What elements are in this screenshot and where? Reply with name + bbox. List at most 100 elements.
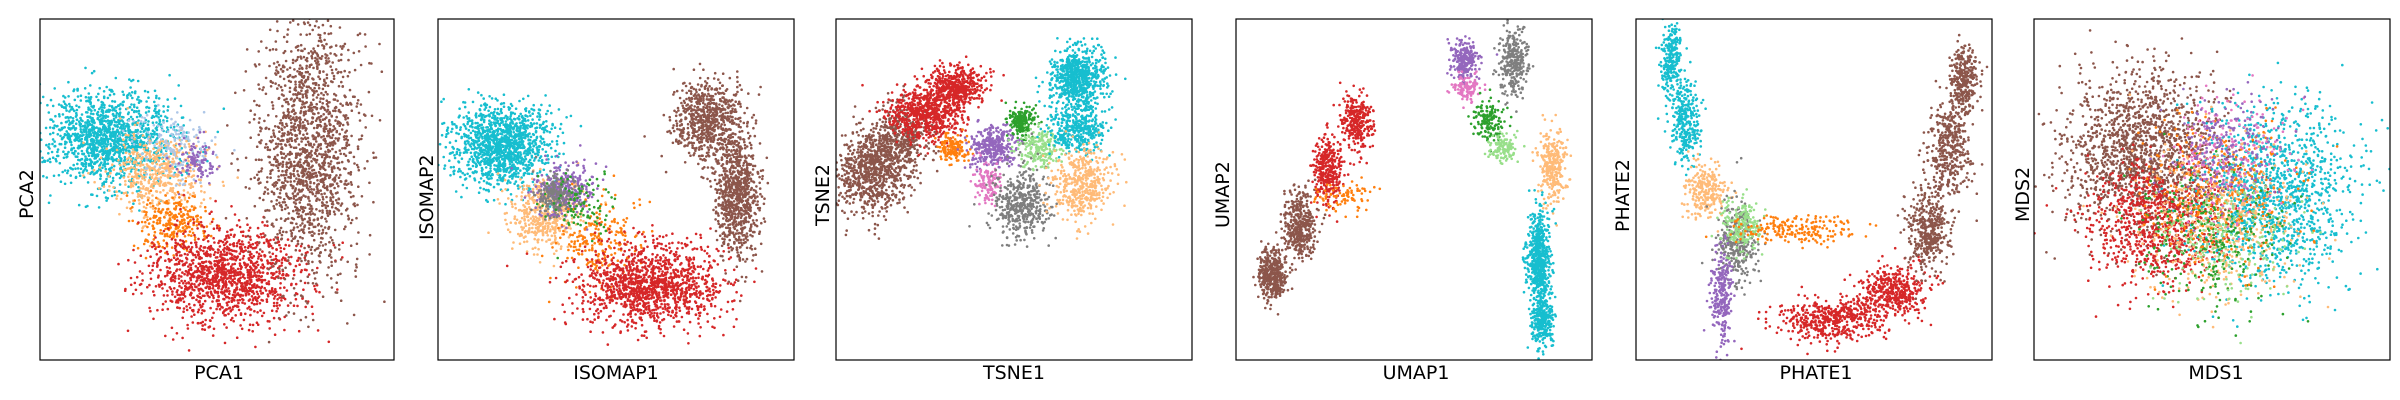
data-point [70,105,74,109]
data-point [77,158,80,162]
data-point [146,130,150,134]
data-point [232,267,235,270]
data-point [282,273,285,277]
data-point [230,162,233,165]
data-point [63,153,67,156]
data-point [303,136,307,139]
data-point [171,290,174,293]
data-point [132,202,135,205]
data-point [350,109,354,112]
data-point [49,132,52,136]
data-point [315,271,319,274]
data-point [244,186,248,189]
data-point [187,245,190,249]
data-point [258,140,261,144]
data-point [177,201,181,205]
data-point [300,140,303,143]
data-point [307,1,310,4]
data-point [251,289,255,293]
data-point [207,234,210,237]
data-point [242,89,246,92]
data-point [182,206,186,210]
data-point [169,174,173,178]
data-point [290,234,294,238]
data-point [148,244,152,248]
data-point [138,134,142,138]
data-point [238,298,241,302]
data-point [183,290,186,293]
data-point [346,116,350,120]
data-point [310,222,314,225]
data-point [315,140,318,143]
data-point [203,299,207,303]
data-point [193,238,197,242]
data-point [318,70,322,73]
data-point [42,159,46,162]
data-point [97,139,101,142]
data-point [318,198,321,202]
data-point [253,176,256,179]
data-point [200,260,204,264]
data-point [176,242,180,245]
data-point [242,273,245,277]
data-point [203,271,206,275]
data-point [233,249,236,253]
data-point [87,154,91,157]
data-point [189,148,192,151]
data-point [120,139,123,143]
data-point [270,258,274,262]
data-point [170,326,174,330]
data-point [135,173,138,177]
data-point [272,238,276,241]
data-point [271,183,275,186]
data-point [140,115,144,119]
data-point [76,132,80,136]
data-point [268,327,272,330]
data-point [116,138,119,142]
data-point [128,200,131,204]
data-point [248,226,252,230]
data-point [220,288,223,291]
data-point [236,176,239,179]
data-point [289,21,292,24]
data-point [136,136,140,139]
data-point [266,176,269,179]
data-point [104,137,107,141]
data-point [291,58,295,62]
data-point [244,235,248,238]
data-point [125,149,128,152]
data-point [326,129,330,133]
data-point [204,209,207,213]
data-point [169,170,173,173]
data-point [181,166,184,170]
data-point [159,249,163,253]
data-point [301,121,305,124]
data-point [102,183,105,186]
data-point [313,112,316,116]
data-point [304,70,308,74]
data-point [69,108,73,111]
data-point [184,159,188,162]
data-point [199,275,203,279]
data-point [183,221,186,224]
data-point [90,137,94,141]
data-point [150,116,154,119]
data-point [250,295,254,298]
data-point [330,166,334,169]
data-point [195,159,199,162]
data-point [249,177,253,181]
data-point [180,116,184,119]
data-point [279,85,283,89]
data-point [217,284,220,287]
data-point [178,284,181,288]
data-point [313,287,317,291]
data-point [259,169,263,173]
data-point [350,134,353,138]
data-point [312,271,316,275]
data-point [229,269,233,272]
data-point [228,289,231,293]
data-point [304,251,308,255]
data-point [192,272,195,275]
data-point [317,86,321,90]
data-point [96,116,100,120]
